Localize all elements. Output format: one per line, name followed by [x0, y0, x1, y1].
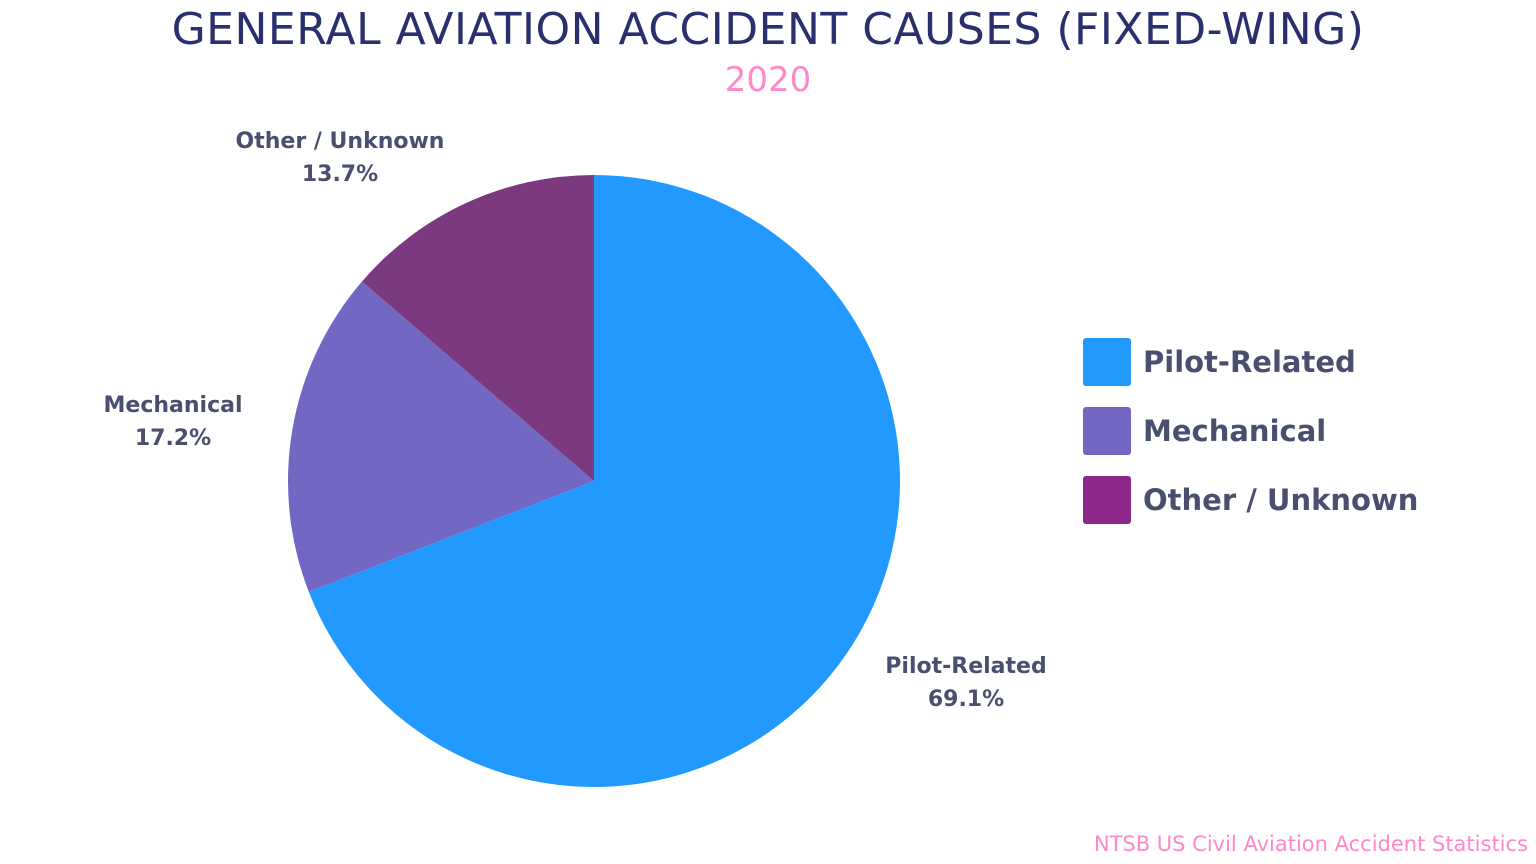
slice-label-value: 17.2%	[134, 426, 212, 451]
slice-label-name: Other / Unknown	[235, 129, 445, 154]
legend-label: Mechanical	[1143, 414, 1327, 448]
slice-label-name: Pilot-Related	[885, 654, 1047, 679]
legend-swatch	[1083, 338, 1131, 386]
slice-label-pilot-related: Pilot-Related 69.1%	[885, 650, 1046, 716]
legend-swatch	[1083, 407, 1131, 455]
pie-slice-other-unknown	[361, 175, 594, 481]
slice-label-value: 69.1%	[927, 687, 1005, 712]
legend-item-other-unknown: Other / Unknown	[1083, 476, 1418, 524]
slice-label-value: 13.7%	[301, 162, 379, 187]
chart-subtitle: 2020	[724, 60, 812, 100]
legend-label: Other / Unknown	[1143, 483, 1419, 517]
legend-item-mechanical: Mechanical	[1083, 407, 1326, 455]
chart-title: GENERAL AVIATION ACCIDENT CAUSES (FIXED-…	[171, 4, 1365, 55]
pie-slice-mechanical	[287, 281, 594, 592]
pie-slice-pilot-related	[308, 175, 900, 787]
legend-label: Pilot-Related	[1143, 345, 1356, 379]
slice-label-mechanical: Mechanical 17.2%	[104, 389, 243, 455]
slice-label-name: Mechanical	[103, 393, 243, 418]
legend-item-pilot-related: Pilot-Related	[1083, 338, 1356, 386]
legend-swatch	[1083, 476, 1131, 524]
source-note: NTSB US Civil Aviation Accident Statisti…	[1093, 832, 1528, 856]
slice-label-other-unknown: Other / Unknown 13.7%	[236, 125, 445, 191]
